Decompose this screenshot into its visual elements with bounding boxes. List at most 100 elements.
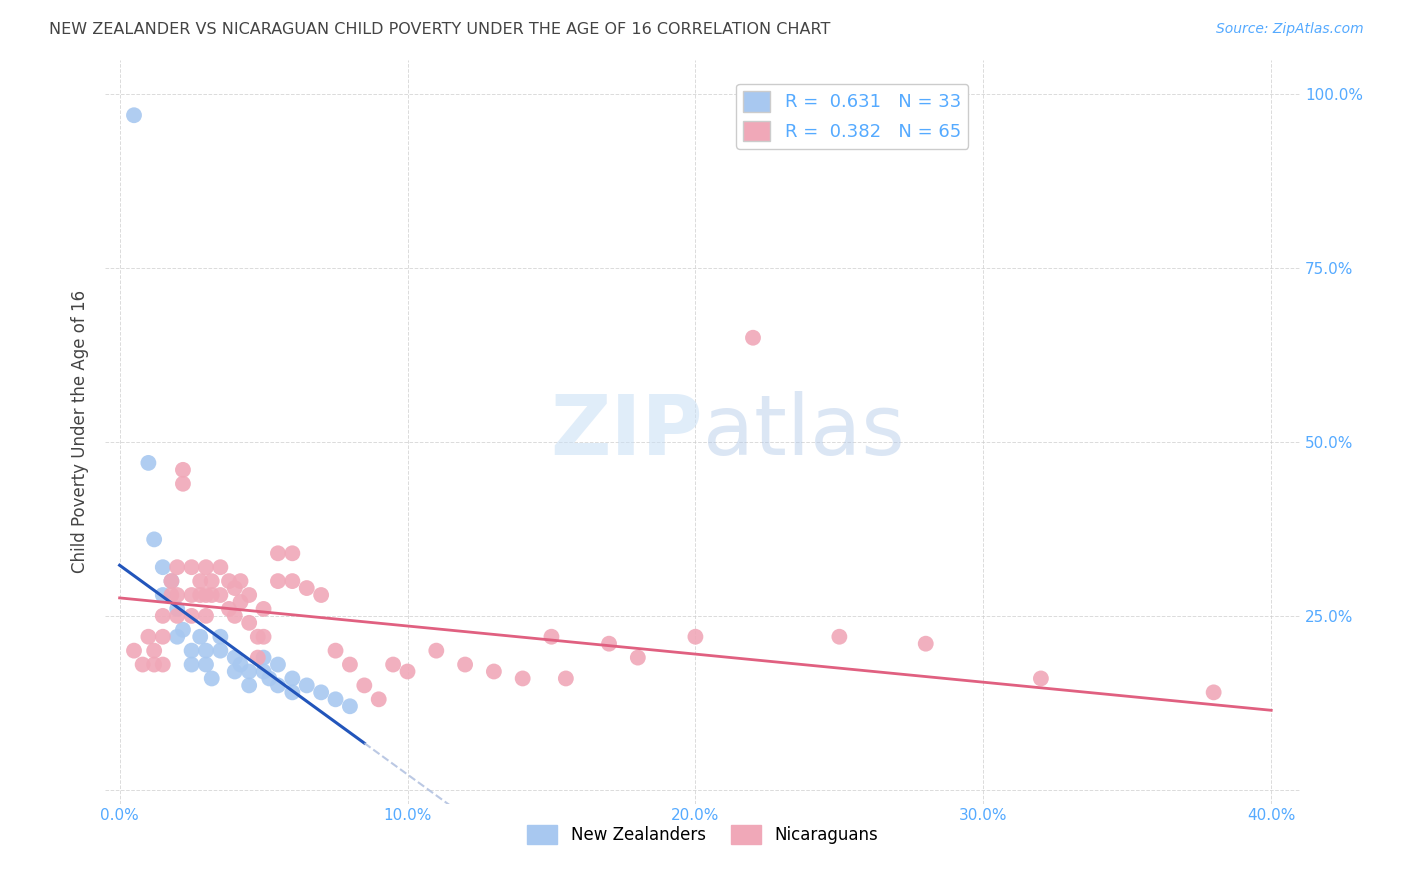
Point	[218, 602, 240, 616]
Point	[172, 476, 194, 491]
Point	[218, 574, 240, 588]
Point	[252, 665, 274, 679]
Point	[143, 643, 166, 657]
Point	[540, 630, 562, 644]
Point	[138, 630, 160, 644]
Point	[396, 665, 419, 679]
Point	[195, 560, 218, 574]
Point	[281, 574, 304, 588]
Point	[166, 630, 188, 644]
Point	[201, 574, 224, 588]
Point	[339, 657, 361, 672]
Point	[309, 588, 332, 602]
Point	[281, 672, 304, 686]
Point	[742, 331, 765, 345]
Point	[209, 588, 232, 602]
Point	[1029, 672, 1052, 686]
Point	[152, 560, 174, 574]
Point	[122, 643, 145, 657]
Point	[195, 588, 218, 602]
Point	[138, 456, 160, 470]
Text: atlas: atlas	[703, 391, 904, 472]
Point	[685, 630, 707, 644]
Legend: R =  0.631   N = 33, R =  0.382   N = 65: R = 0.631 N = 33, R = 0.382 N = 65	[737, 84, 969, 149]
Point	[143, 533, 166, 547]
Y-axis label: Child Poverty Under the Age of 16: Child Poverty Under the Age of 16	[72, 290, 89, 574]
Point	[295, 678, 318, 692]
Point	[367, 692, 389, 706]
Point	[201, 672, 224, 686]
Point	[267, 657, 290, 672]
Point	[252, 602, 274, 616]
Point	[152, 608, 174, 623]
Point	[828, 630, 851, 644]
Text: NEW ZEALANDER VS NICARAGUAN CHILD POVERTY UNDER THE AGE OF 16 CORRELATION CHART: NEW ZEALANDER VS NICARAGUAN CHILD POVERT…	[49, 22, 831, 37]
Point	[454, 657, 477, 672]
Point	[195, 643, 218, 657]
Point	[339, 699, 361, 714]
Point	[172, 463, 194, 477]
Point	[267, 574, 290, 588]
Point	[209, 630, 232, 644]
Point	[160, 588, 183, 602]
Point	[267, 546, 290, 560]
Point	[195, 608, 218, 623]
Point	[195, 657, 218, 672]
Point	[180, 588, 202, 602]
Point	[152, 657, 174, 672]
Point	[166, 560, 188, 574]
Point	[131, 657, 153, 672]
Point	[295, 581, 318, 595]
Point	[238, 678, 260, 692]
Point	[180, 643, 202, 657]
Text: Source: ZipAtlas.com: Source: ZipAtlas.com	[1216, 22, 1364, 37]
Text: ZIP: ZIP	[550, 391, 703, 472]
Point	[224, 665, 246, 679]
Point	[229, 657, 252, 672]
Point	[598, 637, 620, 651]
Point	[180, 560, 202, 574]
Point	[209, 560, 232, 574]
Point	[180, 657, 202, 672]
Point	[188, 588, 211, 602]
Point	[325, 692, 347, 706]
Point	[1202, 685, 1225, 699]
Point	[152, 588, 174, 602]
Point	[160, 574, 183, 588]
Point	[188, 574, 211, 588]
Point	[382, 657, 405, 672]
Point	[259, 672, 281, 686]
Point	[246, 650, 269, 665]
Point	[188, 630, 211, 644]
Point	[482, 665, 505, 679]
Point	[172, 623, 194, 637]
Point	[229, 574, 252, 588]
Point	[122, 108, 145, 122]
Point	[425, 643, 447, 657]
Point	[246, 630, 269, 644]
Point	[180, 608, 202, 623]
Point	[229, 595, 252, 609]
Point	[512, 672, 534, 686]
Point	[224, 608, 246, 623]
Point	[201, 588, 224, 602]
Point	[325, 643, 347, 657]
Point	[252, 650, 274, 665]
Point	[281, 546, 304, 560]
Point	[914, 637, 936, 651]
Point	[224, 650, 246, 665]
Point	[281, 685, 304, 699]
Point	[238, 665, 260, 679]
Point	[627, 650, 650, 665]
Point	[252, 630, 274, 644]
Point	[554, 672, 576, 686]
Point	[224, 581, 246, 595]
Point	[209, 643, 232, 657]
Point	[238, 588, 260, 602]
Point	[166, 588, 188, 602]
Point	[353, 678, 375, 692]
Point	[238, 615, 260, 630]
Point	[166, 608, 188, 623]
Point	[152, 630, 174, 644]
Point	[267, 678, 290, 692]
